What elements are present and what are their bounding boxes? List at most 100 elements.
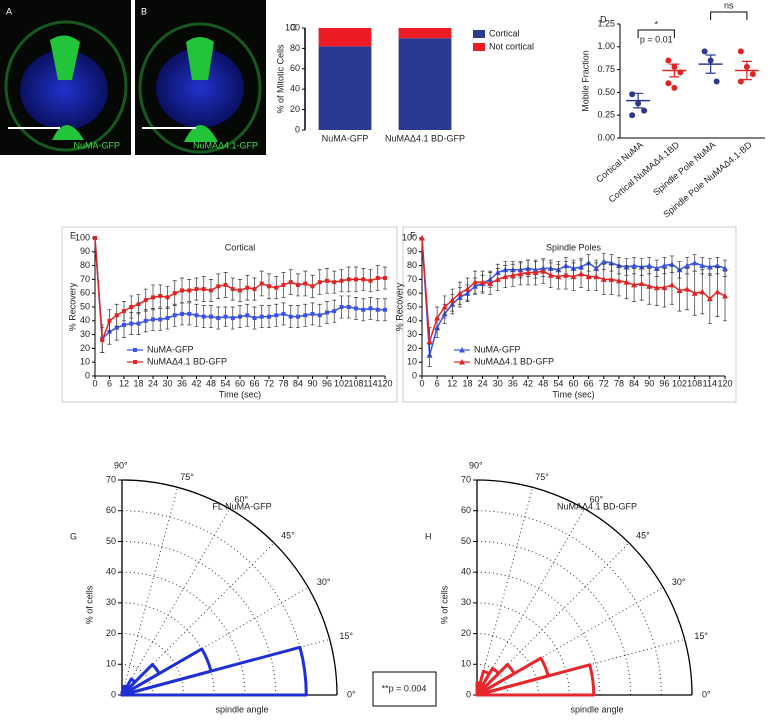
- data-point: [187, 288, 192, 293]
- data-point: [532, 269, 539, 275]
- data-point: [665, 80, 672, 87]
- data-point: [487, 280, 494, 287]
- x-axis-label: spindle angle: [570, 704, 623, 714]
- legend-marker: [459, 347, 465, 353]
- bar-segment: [318, 28, 372, 47]
- y-tick-label: 20: [461, 628, 471, 638]
- y-tick-label: 50: [407, 301, 417, 311]
- data-point: [136, 302, 141, 307]
- data-point: [570, 273, 577, 280]
- x-tick-label: 114: [363, 378, 377, 388]
- error-bar: [705, 54, 716, 74]
- data-point: [661, 262, 668, 269]
- y-tick-label: 80: [80, 260, 90, 270]
- panel-label: F: [410, 230, 416, 240]
- panel-label: A: [6, 6, 12, 16]
- x-tick-label: 12: [119, 378, 129, 388]
- legend-swatch: [473, 43, 485, 51]
- x-tick-label: 30: [162, 378, 172, 388]
- y-tick-label: 20: [106, 628, 116, 638]
- y-tick-label: 1.00: [597, 41, 615, 51]
- y-tick-label: 40: [407, 315, 417, 325]
- data-point: [288, 280, 293, 285]
- bracket: [710, 11, 748, 20]
- y-tick-label: 10: [80, 357, 90, 367]
- data-point: [383, 276, 387, 281]
- data-point: [245, 285, 250, 290]
- data-point: [332, 280, 337, 285]
- legend-swatch: [473, 30, 485, 38]
- x-tick-label: 0: [419, 378, 424, 388]
- data-point: [252, 287, 257, 292]
- data-point: [165, 295, 170, 300]
- data-point: [114, 313, 119, 318]
- data-point: [562, 272, 569, 278]
- y-tick-label: 80: [407, 260, 417, 270]
- data-point: [375, 307, 380, 312]
- micrograph-b: B NuMAΔ4.1-GFP: [135, 0, 266, 155]
- y-tick-label: 80: [290, 43, 300, 53]
- bar-segment: [398, 28, 452, 39]
- theta-tick-label: 15°: [694, 631, 708, 641]
- wedge: [475, 663, 596, 697]
- data-point: [714, 288, 721, 295]
- data-point: [114, 325, 119, 330]
- y-tick-label: 0.00: [597, 132, 615, 142]
- x-tick-label: 6: [107, 378, 112, 388]
- legend-marker: [459, 359, 465, 365]
- data-point: [274, 313, 279, 318]
- y-tick-label: 50: [461, 536, 471, 546]
- data-point: [93, 236, 97, 240]
- data-point: [259, 281, 264, 286]
- data-point: [699, 288, 706, 295]
- data-point: [706, 263, 713, 270]
- data-point: [107, 318, 112, 323]
- theta-tick-label: 90°: [469, 460, 483, 470]
- wedge: [475, 666, 501, 697]
- x-tick-label: NuMA-GFP: [322, 133, 369, 143]
- panel-label: B: [141, 6, 147, 16]
- data-point: [368, 306, 373, 311]
- grid-arc: [121, 633, 184, 696]
- legend-label: NuMA-GFP: [474, 344, 521, 354]
- y-tick-label: 70: [106, 474, 116, 484]
- y-tick-label: 20: [407, 343, 417, 353]
- x-tick-label: 72: [264, 378, 274, 388]
- grid-arc: [476, 633, 539, 696]
- data-point: [165, 316, 170, 321]
- y-tick-label: 70: [407, 274, 417, 284]
- data-point: [151, 317, 155, 322]
- y-axis-label: % of Mitotic Cells: [275, 44, 285, 114]
- data-point: [267, 284, 271, 289]
- data-point: [136, 321, 141, 326]
- data-point: [129, 321, 134, 326]
- data-point: [180, 288, 184, 293]
- x-tick-label: 66: [249, 378, 259, 388]
- x-tick-label: 96: [659, 378, 669, 388]
- data-point: [346, 277, 351, 282]
- data-point: [383, 307, 387, 312]
- data-point: [593, 273, 600, 280]
- y-tick-label: 20: [80, 343, 90, 353]
- chart-title: NuMAΔ4.1 BD-GFP: [557, 501, 637, 511]
- grid-ray: [121, 508, 230, 696]
- panel-label: G: [70, 531, 77, 541]
- data-point: [502, 273, 509, 280]
- data-point: [629, 112, 636, 119]
- data-point: [194, 287, 199, 292]
- data-point: [187, 311, 192, 316]
- y-tick-label: 50: [106, 536, 116, 546]
- annotation: ns: [724, 0, 734, 10]
- data-point: [426, 338, 433, 344]
- legend-label: Not cortical: [489, 41, 534, 51]
- x-tick-label: 78: [278, 378, 288, 388]
- data-point: [646, 283, 653, 289]
- x-tick-label: 60: [235, 378, 245, 388]
- data-point: [646, 262, 653, 269]
- data-point: [209, 314, 213, 319]
- x-tick-label: 30: [493, 378, 503, 388]
- panel-label: C: [290, 22, 297, 32]
- x-tick-label: 84: [629, 378, 639, 388]
- wedge: [475, 669, 491, 697]
